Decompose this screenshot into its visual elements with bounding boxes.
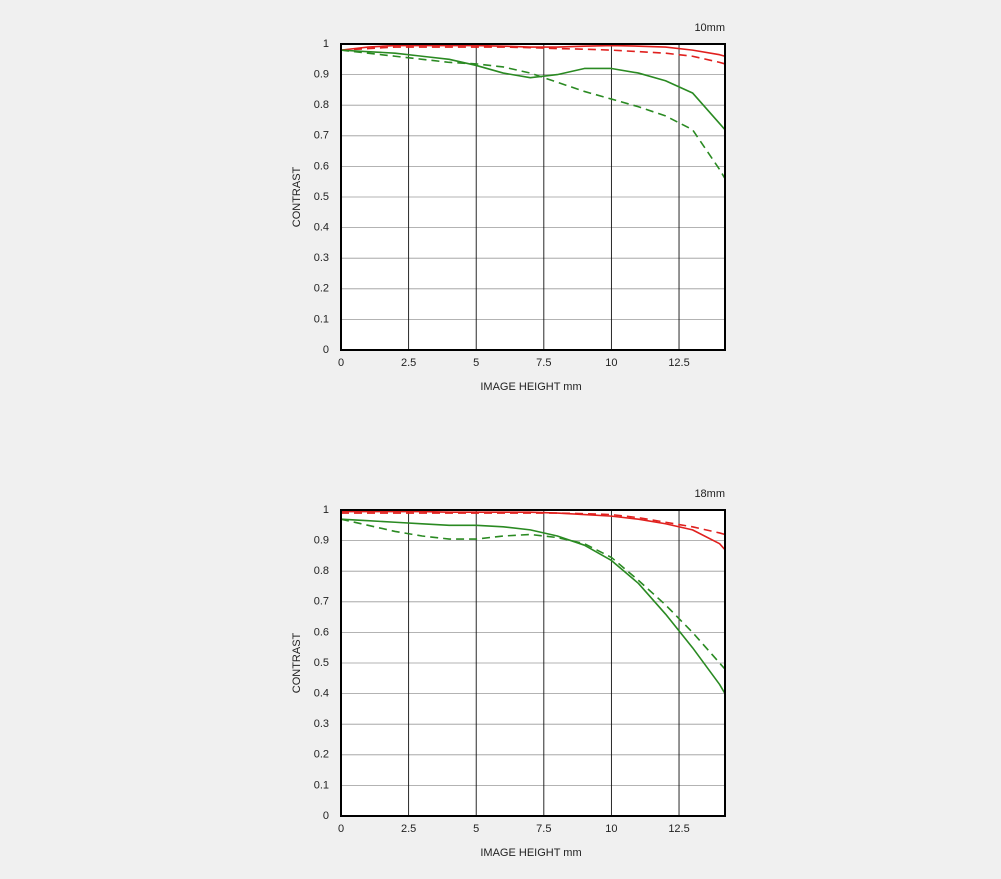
x-tick-label: 5 <box>473 357 479 369</box>
mtf-line <box>340 49 726 180</box>
x-tick-label: 12.5 <box>668 823 689 835</box>
y-tick-label: 0.4 <box>314 688 329 700</box>
x-tick-label: 0 <box>338 823 344 835</box>
y-axis-label: CONTRAST <box>291 166 303 227</box>
y-tick-label: 0.2 <box>314 283 329 295</box>
x-tick-label: 10 <box>605 823 617 835</box>
x-tick-label: 7.5 <box>536 823 551 835</box>
y-tick-label: 1 <box>323 504 329 516</box>
plot-frame <box>340 43 726 351</box>
y-tick-label: 0.9 <box>314 535 329 547</box>
y-axis-label: CONTRAST <box>291 632 303 693</box>
y-tick-label: 0.1 <box>314 313 329 325</box>
mtf-line <box>340 518 726 670</box>
y-tick-label: 0.5 <box>314 191 329 203</box>
y-tick-label: 0.7 <box>314 130 329 142</box>
mtf-line <box>340 518 726 695</box>
y-tick-label: 0.9 <box>314 69 329 81</box>
y-tick-label: 0.6 <box>314 160 329 172</box>
chart-title: 18mm <box>694 488 725 500</box>
x-tick-label: 12.5 <box>668 357 689 369</box>
y-tick-label: 0.8 <box>314 99 329 111</box>
x-axis-label: IMAGE HEIGHT mm <box>480 381 581 393</box>
mtf-line <box>340 46 726 65</box>
y-tick-label: 0 <box>323 810 329 822</box>
y-tick-label: 1 <box>323 38 329 50</box>
y-tick-label: 0.2 <box>314 749 329 761</box>
x-tick-label: 2.5 <box>401 357 416 369</box>
mtf-line <box>340 49 726 131</box>
x-axis-label: IMAGE HEIGHT mm <box>480 847 581 859</box>
y-tick-label: 0.5 <box>314 657 329 669</box>
y-tick-label: 0 <box>323 344 329 356</box>
y-tick-label: 0.3 <box>314 252 329 264</box>
y-tick-label: 0.6 <box>314 626 329 638</box>
x-tick-label: 5 <box>473 823 479 835</box>
plot-frame <box>340 509 726 817</box>
mtf-line <box>340 44 726 58</box>
mtf-line <box>341 512 726 536</box>
y-tick-label: 0.7 <box>314 596 329 608</box>
y-tick-label: 0.8 <box>314 565 329 577</box>
x-tick-label: 0 <box>338 357 344 369</box>
y-tick-label: 0.1 <box>314 779 329 791</box>
chart-title: 10mm <box>694 22 725 34</box>
x-tick-label: 10 <box>605 357 617 369</box>
x-tick-label: 7.5 <box>536 357 551 369</box>
x-tick-label: 2.5 <box>401 823 416 835</box>
y-tick-label: 0.3 <box>314 718 329 730</box>
y-tick-label: 0.4 <box>314 222 329 234</box>
